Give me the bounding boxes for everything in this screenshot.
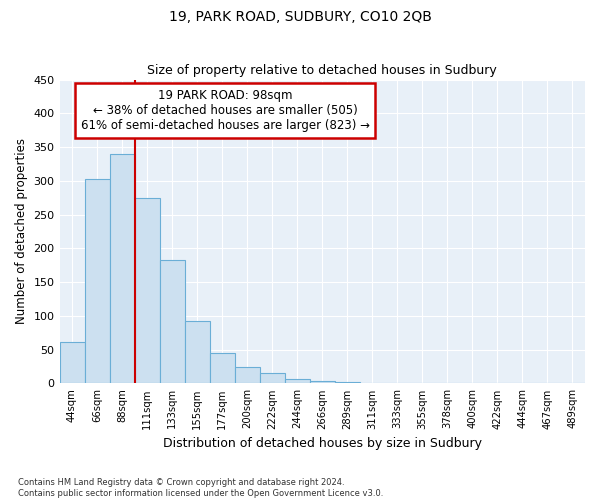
Bar (510, 383, 535, 384)
Bar (160, 260, 185, 384)
Bar (209, 353, 235, 384)
Text: 19 PARK ROAD: 98sqm
← 38% of detached houses are smaller (505)
61% of semi-detac: 19 PARK ROAD: 98sqm ← 38% of detached ho… (80, 88, 370, 132)
Bar (285, 378, 310, 384)
Bar (335, 382, 360, 384)
Bar (110, 154, 134, 384)
Bar (134, 198, 160, 384)
X-axis label: Distribution of detached houses by size in Sudbury: Distribution of detached houses by size … (163, 437, 482, 450)
Bar (59, 342, 85, 384)
Text: 19, PARK ROAD, SUDBURY, CO10 2QB: 19, PARK ROAD, SUDBURY, CO10 2QB (169, 10, 431, 24)
Bar (185, 322, 209, 384)
Y-axis label: Number of detached properties: Number of detached properties (15, 138, 28, 324)
Bar (410, 383, 435, 384)
Text: Contains HM Land Registry data © Crown copyright and database right 2024.
Contai: Contains HM Land Registry data © Crown c… (18, 478, 383, 498)
Bar (385, 383, 410, 384)
Bar (560, 383, 585, 384)
Bar (310, 382, 335, 384)
Bar (235, 367, 260, 384)
Bar (85, 180, 110, 384)
Bar (260, 372, 285, 384)
Bar (360, 383, 385, 384)
Title: Size of property relative to detached houses in Sudbury: Size of property relative to detached ho… (148, 64, 497, 77)
